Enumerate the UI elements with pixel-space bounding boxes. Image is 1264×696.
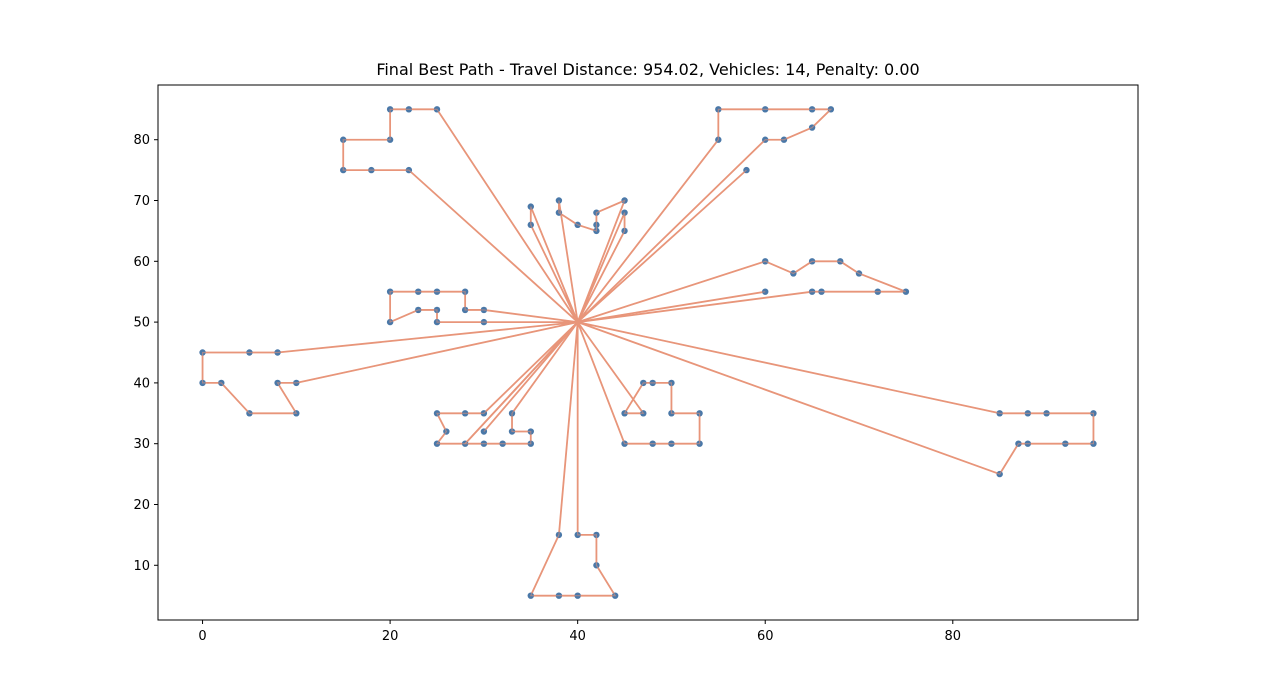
route-overlay-12 (463, 321, 579, 445)
route-overlay-9 (389, 291, 578, 324)
route-overlay-6 (577, 169, 747, 323)
x-tick-label: 0 (198, 629, 206, 644)
y-tick-label: 60 (133, 255, 150, 270)
x-tick-label: 60 (757, 629, 774, 644)
y-tick-label: 40 (133, 376, 150, 391)
y-tick-label: 50 (133, 316, 150, 331)
y-tick-label: 80 (133, 133, 150, 148)
y-tick-label: 10 (133, 559, 150, 574)
route-overlay-10 (201, 321, 578, 414)
axes-frame (157, 84, 1139, 621)
route-overlay-15 (577, 321, 701, 445)
depot-point (574, 319, 581, 326)
route-overlay-16 (577, 321, 1095, 475)
route-overlay-5 (577, 108, 833, 323)
x-tick-label: 80 (945, 629, 962, 644)
y-tick-label: 70 (133, 194, 150, 209)
route-overlay-2 (530, 206, 579, 323)
y-tick-label: 30 (133, 437, 150, 452)
chart-title: Final Best Path - Travel Distance: 954.0… (376, 60, 919, 79)
route-overlay-1 (558, 199, 626, 323)
axis-ticks: 0 20 40 60 80 10 20 30 40 50 60 70 80 (133, 133, 961, 644)
route-overlay-11 (435, 321, 579, 445)
route-overlay-13 (483, 321, 579, 432)
route-overlay-4 (342, 108, 579, 323)
route-overlay-8 (577, 291, 766, 323)
y-tick-label: 20 (133, 498, 150, 513)
plot-area (199, 106, 1097, 599)
route-overlay-7 (577, 260, 907, 323)
x-tick-label: 40 (569, 629, 586, 644)
x-tick-label: 20 (382, 629, 399, 644)
route-overlay-14 (529, 322, 617, 597)
route-overlay-3 (577, 212, 626, 323)
